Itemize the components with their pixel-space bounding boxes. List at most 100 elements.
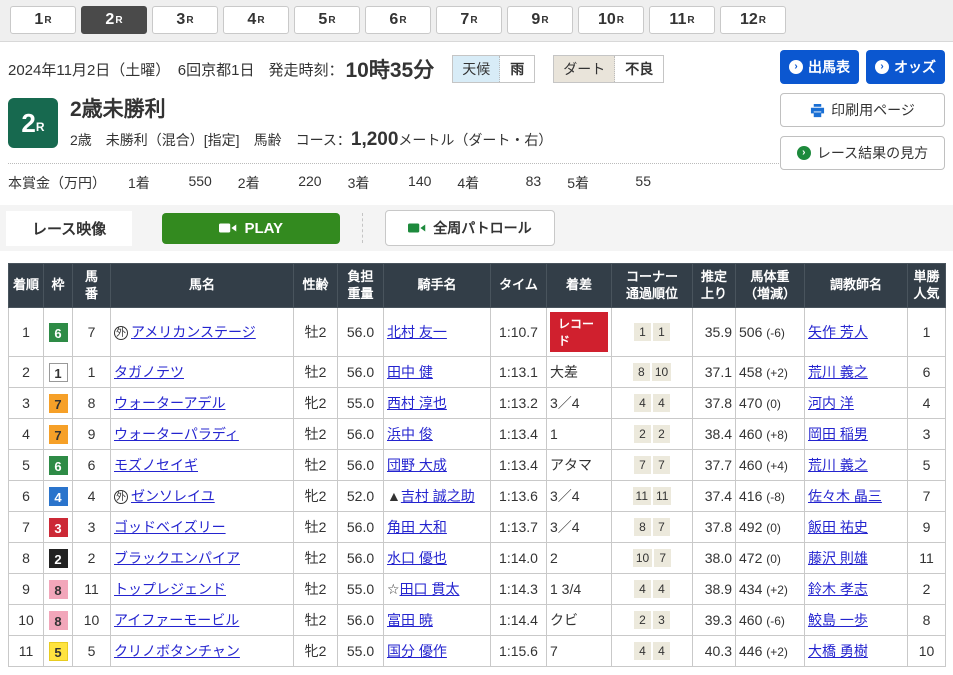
finish-time: 1:13.4 xyxy=(490,449,547,482)
horse-name-link[interactable]: ゼンソレイユ xyxy=(131,488,215,505)
last-3f-time: 37.8 xyxy=(692,387,736,420)
horse-name-cell: アイファーモービル xyxy=(110,604,294,637)
horse-weight-diff: (+2) xyxy=(766,366,788,381)
horse-weight-cell: 460 (+4) xyxy=(735,449,805,482)
horse-weight-diff: (0) xyxy=(766,521,781,536)
corner-position: 7 xyxy=(653,456,670,475)
horse-name-link[interactable]: ウォーターアデル xyxy=(114,395,226,412)
horse-weight-cell: 470 (0) xyxy=(735,387,805,420)
jockey-name-link[interactable]: 国分 優作 xyxy=(387,643,447,660)
margin-cell: 2 xyxy=(546,542,612,575)
corner-position: 10 xyxy=(651,363,672,382)
trainer-name-link[interactable]: 藤沢 則雄 xyxy=(808,550,868,567)
foreign-horse-icon: 外 xyxy=(114,326,128,341)
trainer-name-link[interactable]: 大橋 勇樹 xyxy=(808,643,868,660)
trainer-name-link[interactable]: 荒川 義之 xyxy=(808,364,868,381)
horse-weight-diff: (-6) xyxy=(766,614,785,629)
frame-number-badge: 1 xyxy=(48,362,68,382)
horse-weight-diff: (+2) xyxy=(766,645,788,660)
finish-time: 1:13.7 xyxy=(490,511,547,544)
horse-name-link[interactable]: クリノボタンチャン xyxy=(114,643,240,660)
video-camera-icon xyxy=(408,223,426,233)
col-carried-weight: 負担 重量 xyxy=(337,263,384,309)
arrow-circle-icon: › xyxy=(789,60,803,74)
last-3f-time: 38.0 xyxy=(692,542,736,575)
last-3f-time: 35.9 xyxy=(692,307,736,358)
trainer-name-link[interactable]: 鮫島 一歩 xyxy=(808,612,868,629)
tab-label: 3 xyxy=(176,11,186,28)
prize-rank: 2着 xyxy=(237,175,260,192)
last-3f-time: 40.3 xyxy=(692,635,736,668)
results-guide-button[interactable]: › レース結果の見方 xyxy=(780,136,945,170)
horse-name-link[interactable]: アメリカンステージ xyxy=(131,324,256,341)
jockey-name-link[interactable]: 田口 貫太 xyxy=(399,581,460,598)
jockey-name-link[interactable]: 角田 大和 xyxy=(387,519,447,536)
apprentice-mark: ▲ xyxy=(387,488,401,505)
corner-position: 3 xyxy=(653,611,670,630)
horse-number: 6 xyxy=(72,449,111,482)
jockey-name-link[interactable]: 浜中 俊 xyxy=(387,426,433,443)
jockey-name-link[interactable]: 西村 淳也 xyxy=(387,395,447,412)
horse-weight-cell: 460 (+8) xyxy=(735,418,805,451)
horse-name-link[interactable]: ブラックエンパイア xyxy=(114,550,240,567)
horse-weight-diff: (-6) xyxy=(766,326,785,341)
odds-button[interactable]: › オッズ xyxy=(866,50,945,84)
print-button[interactable]: 印刷用ページ xyxy=(780,93,945,127)
corner-position: 11 xyxy=(653,487,672,506)
track-condition-value: 不良 xyxy=(615,56,664,82)
jockey-cell: ▲吉村 誠之助 xyxy=(383,480,491,513)
win-popularity: 6 xyxy=(907,356,946,389)
race-number-suffix: R xyxy=(35,120,45,134)
horse-name-link[interactable]: ゴッドベイズリー xyxy=(114,519,226,536)
trainer-name-link[interactable]: 佐々木 晶三 xyxy=(808,488,882,505)
trainer-name-link[interactable]: 河内 洋 xyxy=(808,395,854,412)
horse-number: 11 xyxy=(72,573,111,606)
carried-weight: 56.0 xyxy=(337,356,384,389)
trainer-name-link[interactable]: 矢作 芳人 xyxy=(808,324,868,341)
jockey-name-link[interactable]: 団野 大成 xyxy=(387,457,447,474)
trainer-name-link[interactable]: 鈴木 孝志 xyxy=(808,581,868,598)
play-button[interactable]: PLAY xyxy=(162,212,341,244)
trainer-name-link[interactable]: 荒川 義之 xyxy=(808,457,868,474)
jockey-name-link[interactable]: 吉村 誠之助 xyxy=(400,488,475,505)
jockey-name-link[interactable]: 水口 優也 xyxy=(387,550,447,567)
corner-order-cell: 8 10 xyxy=(611,356,693,389)
tab-race-12[interactable]: 12 R xyxy=(720,6,786,34)
win-popularity: 1 xyxy=(907,307,946,358)
trainer-name-link[interactable]: 飯田 祐史 xyxy=(808,519,868,536)
result-row: 5 6 6 モズノセイギ 牡2 56.0 団野 大成 1:13.4 アタマ 7 7 37.7 460 (… xyxy=(8,449,946,482)
jockey-name-link[interactable]: 富田 暁 xyxy=(387,612,433,629)
horse-name-link[interactable]: アイファーモービル xyxy=(114,612,240,629)
horse-name-link[interactable]: モズノセイギ xyxy=(114,457,198,474)
trainer-name-link[interactable]: 岡田 稲男 xyxy=(808,426,868,443)
entries-button[interactable]: › 出馬表 xyxy=(780,50,859,84)
trainer-cell: 鈴木 孝志 xyxy=(804,573,908,606)
tab-race-10[interactable]: 10 R xyxy=(578,6,644,34)
horse-name-link[interactable]: タガノテツ xyxy=(114,364,184,381)
frame-number-badge: 7 xyxy=(48,424,68,444)
tab-race-11[interactable]: 11 R xyxy=(649,6,715,34)
frame-cell: 7 xyxy=(43,418,73,451)
carried-weight: 56.0 xyxy=(337,418,384,451)
horse-name-link[interactable]: ウォーターパラディ xyxy=(114,426,239,443)
last-3f-time: 37.7 xyxy=(692,449,736,482)
horse-name-cell: ブラックエンパイア xyxy=(110,542,294,575)
last-3f-time: 37.1 xyxy=(692,356,736,389)
frame-cell: 3 xyxy=(43,511,73,544)
odds-button-label: オッズ xyxy=(894,59,936,75)
corner-position: 4 xyxy=(653,580,670,599)
race-video-label: レース映像 xyxy=(6,210,133,246)
horse-name-link[interactable]: トップレジェンド xyxy=(114,581,226,598)
patrol-video-button[interactable]: 全周パトロール xyxy=(385,210,555,247)
jockey-name-link[interactable]: 田中 健 xyxy=(387,364,433,381)
margin-cell: 大差 xyxy=(546,356,612,389)
jockey-name-link[interactable]: 北村 友一 xyxy=(387,324,447,341)
